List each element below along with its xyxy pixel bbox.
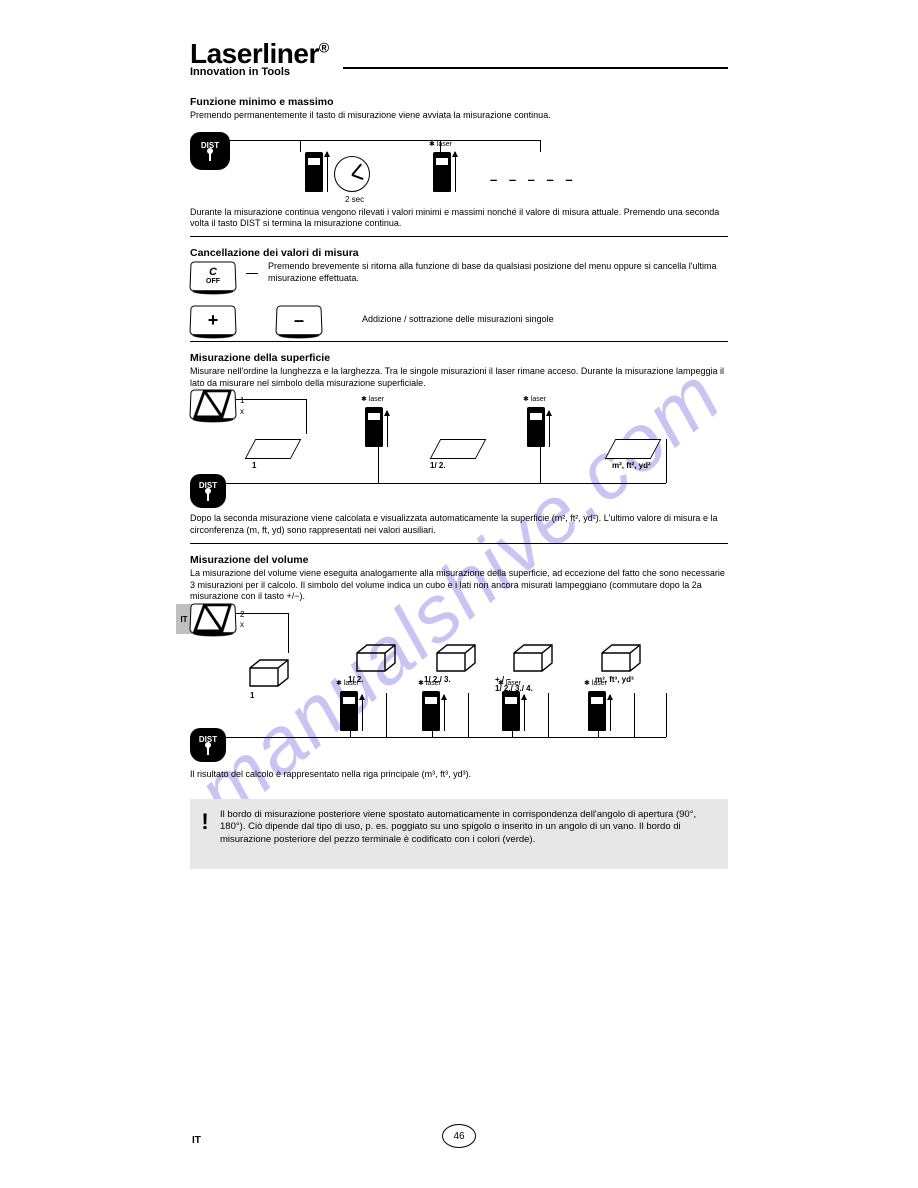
volume-cube-3	[435, 643, 481, 673]
vol-text-2: Il risultato del calcolo è rappresentato…	[190, 769, 728, 781]
section-text: Premendo permanentemente il tasto di mis…	[190, 110, 728, 122]
separator	[190, 543, 728, 544]
area-shape-1	[245, 439, 302, 459]
laser-label: laser	[437, 141, 452, 148]
section-title: Misurazione della superficie	[190, 352, 728, 364]
section-title: Misurazione del volume	[190, 554, 728, 566]
cube-button-icon: 1 x	[190, 389, 236, 419]
language-code: IT	[192, 1135, 201, 1146]
minus-button-icon: –	[275, 306, 322, 336]
result-label: m², ft², yd²	[612, 461, 651, 471]
c-off-button-icon: C OFF	[189, 262, 236, 292]
device-laser: ✱ laser	[588, 691, 611, 731]
separator	[190, 341, 728, 342]
volume-cube-1	[248, 658, 294, 688]
registered-mark: ®	[319, 40, 329, 56]
section-area: Misurazione della superficie Misurare ne…	[190, 352, 728, 544]
page-header: Laserliner® Innovation in Tools	[190, 40, 728, 78]
diagram-continuous: DIST 2 sec ✱ laser – – – – –	[190, 122, 728, 207]
laser-label: laser	[531, 396, 546, 403]
cube-button-icon: 2 x	[190, 603, 236, 633]
section-volume: Misurazione del volume La misurazione de…	[190, 554, 728, 781]
v1: 1	[250, 691, 254, 701]
laser-label: laser	[426, 680, 441, 687]
section-text-2: Durante la misurazione continua vengono …	[190, 207, 728, 230]
alert-icon: !	[198, 807, 212, 857]
section-title: Cancellazione dei valori di misura	[190, 247, 728, 259]
step-1: 1	[252, 461, 256, 471]
dist-button-icon: DIST	[190, 474, 226, 508]
volume-cube-2	[355, 643, 401, 673]
laser-label: laser	[592, 680, 607, 687]
area-text-2: Dopo la seconda misurazione viene calcol…	[190, 513, 728, 536]
area-shape-2	[430, 439, 487, 459]
section-title: Funzione minimo e massimo	[190, 96, 728, 108]
device-laser: ✱ laser	[502, 691, 525, 731]
area-text: Misurare nell'ordine la lunghezza e la l…	[190, 366, 728, 389]
minus-label: –	[294, 310, 304, 331]
area-shape-result	[605, 439, 662, 459]
device-laser: ✱ laser	[365, 407, 388, 447]
info-text: Il bordo di misurazione posteriore viene…	[220, 809, 696, 846]
c-label: C	[206, 267, 220, 278]
diagram-volume: 2 x 1 1/ 2. 1/ 2./ 3. + / – 1/ 2./ 3./ 4…	[190, 603, 728, 763]
header-rule	[343, 67, 728, 69]
step-2-lbl: 1/ 2.	[430, 461, 446, 471]
laser-label: laser	[344, 680, 359, 687]
brand-logo: Laserliner®	[190, 40, 728, 68]
plus-label: +	[208, 310, 219, 331]
info-callout: ! Il bordo di misurazione posteriore vie…	[190, 799, 728, 869]
dist-button-icon: DIST	[190, 728, 226, 762]
laser-label: laser	[369, 396, 384, 403]
page-number: 46	[442, 1124, 476, 1148]
device-laser: ✱ laser	[527, 407, 550, 447]
volume-cube-4	[512, 643, 558, 673]
section-clear: Cancellazione dei valori di misura C OFF…	[190, 247, 728, 342]
laser-label: laser	[506, 680, 521, 687]
plus-button-icon: +	[189, 306, 236, 336]
device-with-clock	[305, 152, 370, 192]
separator	[190, 236, 728, 237]
dist-button-icon: DIST	[190, 132, 230, 170]
off-label: OFF	[206, 278, 220, 285]
diagram-area: 1 x 1 DIST ✱ laser 1/ 2	[190, 389, 728, 509]
vol-text: La misurazione del volume viene eseguita…	[190, 568, 728, 603]
page-content: Laserliner® Innovation in Tools Funzione…	[0, 0, 918, 909]
clear-text: Premendo brevemente si ritorna alla funz…	[268, 261, 728, 284]
volume-cube-result	[600, 643, 646, 673]
section-min-max: Funzione minimo e massimo Premendo perma…	[190, 96, 728, 237]
device-laser: ✱ laser	[433, 152, 456, 192]
brand-name: Laserliner	[190, 38, 319, 69]
device-laser: ✱ laser	[422, 691, 445, 731]
dash-indicator: – – – – –	[490, 172, 577, 187]
add-sub-text: Addizione / sottrazione delle misurazion…	[362, 314, 728, 326]
two-sec-label: 2 sec	[345, 195, 364, 205]
device-laser: ✱ laser	[340, 691, 363, 731]
